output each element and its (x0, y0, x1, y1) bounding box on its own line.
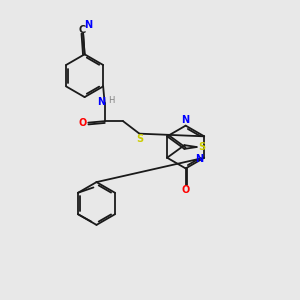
Text: S: S (198, 142, 205, 152)
Text: O: O (182, 185, 190, 195)
Text: H: H (108, 96, 114, 105)
Text: C: C (78, 25, 85, 34)
Text: N: N (182, 115, 190, 125)
Text: S: S (136, 134, 143, 144)
Text: N: N (84, 20, 92, 30)
Text: O: O (79, 118, 87, 128)
Text: N: N (195, 154, 203, 164)
Text: N: N (97, 97, 105, 107)
